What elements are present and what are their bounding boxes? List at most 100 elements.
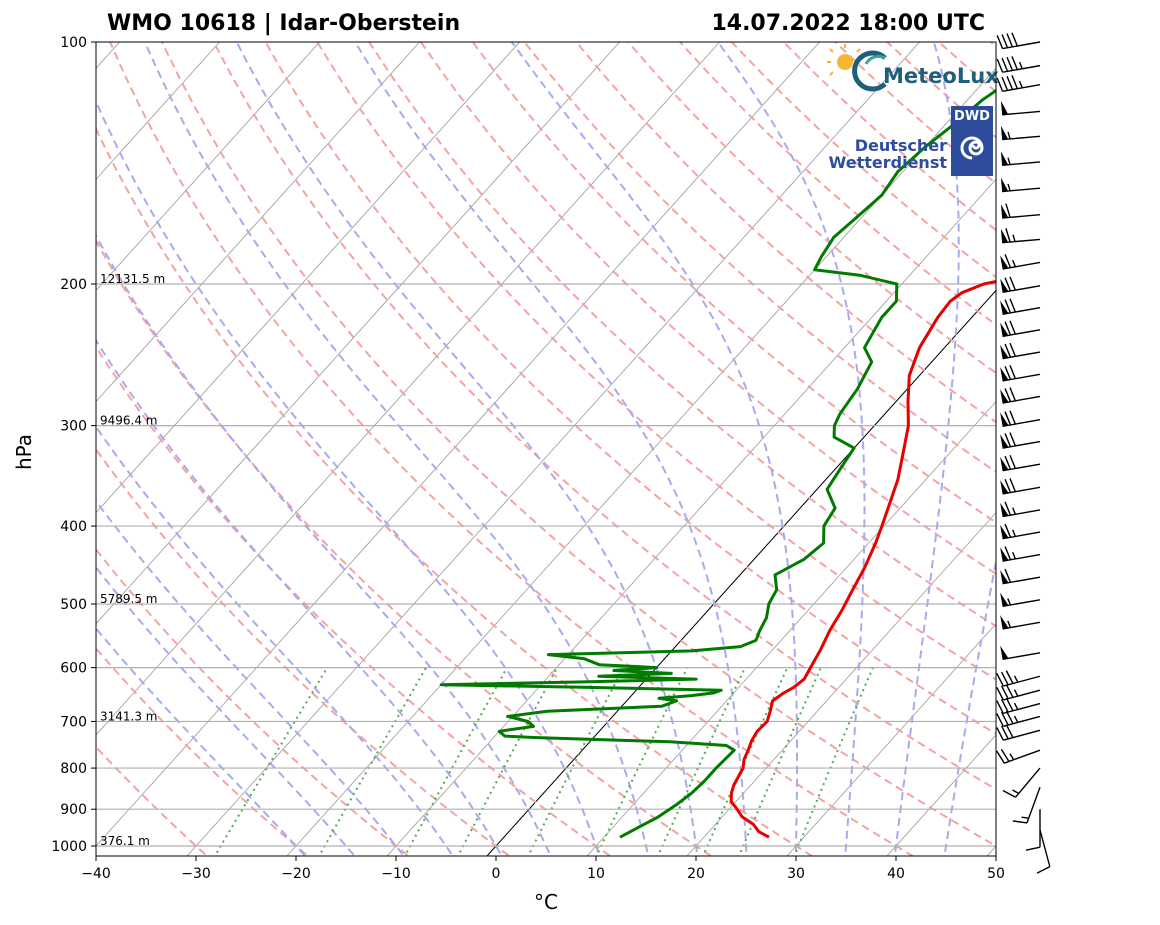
wind-barb-half [1013, 689, 1019, 697]
plot-frame [95, 41, 997, 857]
wind-barb-half [1018, 80, 1023, 89]
height-labels: 12131.5 m 9496.4 m 5789.5 m 3141.3 m 376.1 m [100, 272, 165, 848]
temperature-line [729, 279, 996, 839]
wind-barb-full [1001, 57, 1009, 72]
wind-barb-full [1005, 203, 1011, 218]
wind-barb-half [1007, 620, 1012, 628]
wind-barb-shaft [1002, 395, 1041, 404]
x-tick-label: 40 [887, 866, 905, 882]
wind-barb [996, 748, 1041, 764]
wind-barb-shaft [1002, 41, 1041, 50]
wind-barb-full [1004, 455, 1012, 470]
wind-barb-half [1021, 816, 1029, 819]
wind-barb [1002, 767, 1041, 798]
wind-barb-full [1000, 699, 1009, 713]
wind-barb-shaft [1002, 531, 1041, 540]
wind-barb [1036, 829, 1051, 874]
wind-barb-full [1000, 671, 1009, 686]
moist-adiabat-line [510, 42, 798, 856]
wind-barb-shaft [1002, 351, 1041, 360]
wind-barb-half [1012, 551, 1017, 560]
wind-barb-full [1004, 321, 1012, 336]
wind-barb-full [1004, 277, 1012, 292]
wind-barb-full [1009, 432, 1017, 447]
y-tick-label: 700 [60, 714, 87, 730]
mixing-ratio-line [737, 667, 822, 856]
wind-barb [1012, 786, 1041, 824]
meteolux-swoosh-inner-icon [864, 54, 886, 65]
wind-barb-pennant [1000, 456, 1009, 471]
height-label: 3141.3 m [100, 709, 158, 723]
mixing-ratio-line [403, 667, 508, 856]
moist-adiabat-line [96, 338, 503, 856]
moist-adiabat-line [943, 556, 996, 856]
wind-barb [996, 670, 1041, 687]
moist-adiabat-line [96, 626, 307, 856]
dwd-badge-text: DWD [954, 109, 990, 124]
wind-barb-full [1004, 388, 1012, 402]
wind-barb [1000, 125, 1041, 141]
wind-barb [996, 697, 1041, 715]
wind-barb-pennant [1000, 547, 1009, 562]
wind-barb [1000, 568, 1041, 585]
meteolux-logo: MeteoLux [827, 44, 999, 92]
wind-barb-full [1009, 365, 1017, 379]
dewpoint-line [439, 88, 996, 839]
sounding-curves [439, 88, 996, 839]
wind-barb-full [996, 686, 1004, 701]
wind-barb [1000, 177, 1041, 193]
isotherm-line [96, 42, 721, 736]
dwd-logo: DWD Deutscher Wetterdienst [829, 106, 993, 176]
moist-adiabat-line [717, 42, 866, 856]
wind-barb-shaft [1026, 786, 1041, 824]
isotherm-line [96, 42, 821, 847]
x-axis: −40 −30 −20 −10 0 10 20 30 40 50 [81, 856, 1005, 882]
wind-barb [996, 56, 1041, 73]
x-tick-label: 30 [787, 866, 805, 882]
wind-barb-shaft [1002, 373, 1041, 382]
y-tick-label: 500 [60, 597, 87, 613]
dry-adiabat-line [264, 42, 996, 735]
wind-barb [1000, 203, 1041, 219]
wind-barb-full [996, 750, 1005, 764]
wind-barb-half [1012, 529, 1017, 537]
isotherm-line [286, 67, 996, 856]
wind-barb-half [1007, 183, 1011, 192]
wind-barb-full [1004, 501, 1012, 516]
wind-barb [996, 684, 1041, 701]
x-tick-label: −30 [181, 866, 211, 882]
wind-barb [1000, 365, 1041, 382]
wind-barb [1000, 615, 1041, 630]
mixing-ratio-line [317, 667, 427, 856]
wind-barb [1000, 228, 1041, 244]
wind-barb-half [1007, 131, 1011, 140]
wind-barb-shaft [1002, 329, 1041, 338]
wind-barb-shaft [1002, 135, 1041, 141]
wind-barb [1000, 342, 1041, 360]
wind-barb-full [996, 700, 1004, 714]
wind-barb-shaft [1002, 553, 1041, 562]
wind-barb-shaft [1002, 261, 1041, 270]
wind-barb [1000, 546, 1041, 562]
wind-barb-full [1009, 342, 1017, 357]
wind-barb-shaft [1002, 440, 1041, 449]
wind-barb-shaft [1002, 110, 1041, 116]
wind-barb-shaft [1002, 509, 1041, 518]
dry-adiabat-line [96, 239, 713, 856]
wind-barb-shaft [1002, 599, 1041, 608]
wind-barb-full [1004, 299, 1012, 314]
wind-barb [1000, 454, 1041, 472]
wind-barb-full [1009, 454, 1017, 469]
wind-barb-pennant [1000, 300, 1009, 315]
station-title: WMO 10618 | Idar-Oberstein [107, 11, 460, 36]
wind-barb-full [1009, 387, 1017, 402]
y-tick-label: 100 [60, 35, 87, 51]
wind-barb-full [1009, 410, 1017, 425]
wind-barb [1000, 432, 1041, 449]
dwd-badge [951, 106, 993, 176]
wind-barb-full [1011, 56, 1018, 70]
mixing-ratio-line [213, 667, 329, 856]
isotherm-line [96, 42, 621, 625]
wind-barb [1000, 151, 1041, 166]
wind-barb-full [1004, 523, 1012, 538]
